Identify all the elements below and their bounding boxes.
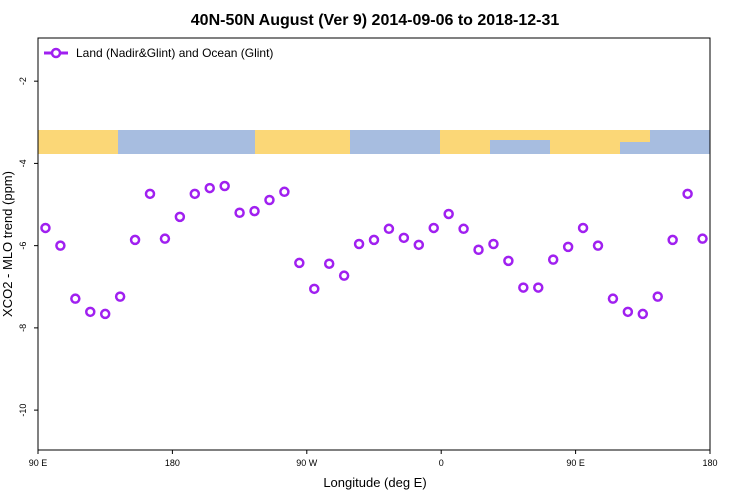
point	[174, 211, 186, 223]
point	[443, 208, 454, 220]
point	[144, 188, 156, 200]
y-tick-label: -6	[18, 242, 28, 250]
x-axis-label: Longitude (deg E)	[323, 475, 426, 490]
point	[279, 186, 290, 198]
point	[533, 282, 544, 293]
point	[264, 194, 275, 206]
point	[99, 308, 111, 320]
point	[413, 239, 425, 251]
point	[697, 233, 708, 244]
point	[398, 232, 410, 244]
point	[55, 240, 66, 251]
point	[70, 293, 81, 304]
y-axis-label: XCO2 - MLO trend (ppm)	[0, 171, 15, 317]
point	[547, 254, 559, 265]
point	[562, 241, 574, 253]
point	[294, 257, 305, 269]
map-strip	[38, 130, 710, 154]
x-tick-label: 90 W	[296, 458, 318, 468]
point	[323, 258, 335, 269]
point	[637, 308, 649, 320]
point	[234, 207, 245, 219]
point	[652, 291, 663, 302]
point	[189, 188, 201, 200]
point	[85, 306, 96, 318]
plot-frame	[37, 37, 711, 451]
point	[383, 223, 395, 235]
x-tick-label: 180	[702, 458, 717, 468]
point	[204, 182, 215, 194]
point	[518, 282, 529, 293]
point	[428, 222, 439, 234]
point	[458, 223, 469, 235]
x-tick-label: 0	[439, 458, 444, 468]
point	[114, 291, 126, 302]
y-tick-label: -10	[18, 404, 28, 417]
point	[368, 234, 380, 246]
point	[473, 244, 484, 256]
x-tick-label: 90 E	[566, 458, 585, 468]
legend-label: Land (Nadir&Glint) and Ocean (Glint)	[76, 46, 273, 60]
point	[309, 283, 320, 295]
legend-marker	[50, 47, 62, 59]
point	[338, 270, 350, 281]
x-tick-label: 90 E	[29, 458, 48, 468]
point	[159, 233, 171, 244]
point	[129, 234, 141, 246]
point	[667, 234, 678, 246]
point	[592, 240, 604, 251]
point	[577, 222, 589, 234]
point	[40, 222, 51, 234]
point	[249, 205, 260, 217]
point	[607, 293, 619, 304]
point	[353, 238, 365, 250]
point	[682, 188, 693, 200]
y-tick-label: -2	[18, 77, 28, 85]
point	[219, 180, 230, 192]
point	[622, 306, 634, 318]
x-tick-label: 180	[165, 458, 180, 468]
chart-title: 40N-50N August (Ver 9) 2014-09-06 to 201…	[191, 12, 560, 29]
point	[488, 238, 499, 250]
point	[503, 255, 514, 267]
y-tick-label: -8	[18, 324, 28, 332]
y-tick-label: -4	[18, 159, 28, 167]
